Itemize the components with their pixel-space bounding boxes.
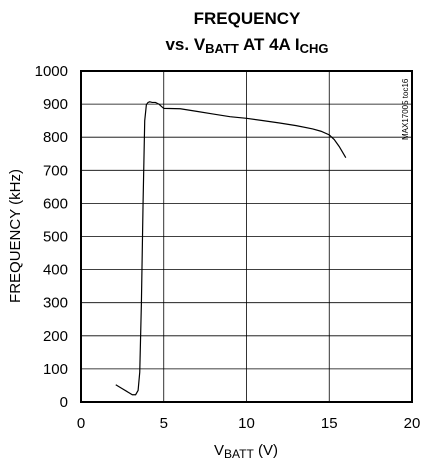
y-tick-label: 1000 (35, 63, 68, 80)
y-tick-label: 600 (43, 195, 68, 212)
x-axis-label-sub: BATT (224, 447, 254, 461)
y-tick-label: 500 (43, 229, 68, 246)
x-tick-label: 15 (321, 415, 338, 432)
y-tick-label: 0 (60, 394, 68, 411)
chart-title-line2-sub2: CHG (300, 41, 329, 56)
x-axis-label-main: V (214, 442, 224, 459)
chart-title-line2: vs. VBATT AT 4A ICHG (165, 35, 328, 56)
chart-title-line2-sub1: BATT (205, 41, 239, 56)
x-axis-label-suffix: (V) (254, 442, 278, 459)
x-axis-label: VBATT (V) (214, 442, 278, 461)
x-axis-ticks: 0 5 10 15 20 (77, 415, 421, 432)
chart-title-line2-prefix: vs. V (165, 35, 205, 54)
figure-id-label: MAX17005 toc16 (401, 78, 410, 140)
y-tick-label: 800 (43, 129, 68, 146)
y-axis-label: FREQUENCY (kHz) (7, 169, 24, 303)
x-tick-label: 5 (160, 415, 168, 432)
chart-title-line1: FREQUENCY (194, 9, 301, 28)
chart-grid (81, 71, 412, 402)
y-tick-label: 200 (43, 328, 68, 345)
x-tick-label: 10 (238, 415, 255, 432)
plot-frame (80, 70, 413, 403)
y-tick-label: 900 (43, 96, 68, 113)
y-axis-ticks: 0 100 200 300 400 500 600 700 800 900 1000 (35, 63, 68, 411)
y-tick-label: 100 (43, 361, 68, 378)
y-tick-label: 400 (43, 262, 68, 279)
frequency-series-line (115, 101, 347, 396)
x-tick-label: 20 (404, 415, 421, 432)
chart-title-line2-middle: AT 4A I (239, 35, 300, 54)
y-tick-label: 300 (43, 295, 68, 312)
y-tick-label: 700 (43, 162, 68, 179)
x-tick-label: 0 (77, 415, 85, 432)
